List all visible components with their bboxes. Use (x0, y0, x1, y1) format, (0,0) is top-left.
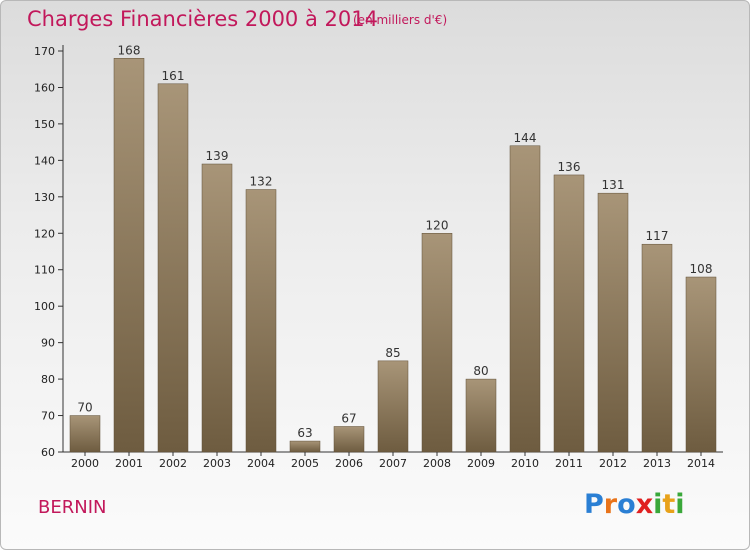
data-label: 161 (162, 69, 185, 83)
chart-unit: (en milliers d'€) (353, 13, 448, 27)
bar (69, 415, 101, 453)
x-tick-label: 2007 (379, 457, 407, 470)
y-tick-label: 140 (34, 154, 55, 167)
bar (465, 378, 497, 453)
place-name: BERNIN (38, 497, 107, 518)
y-tick-label: 160 (34, 81, 55, 94)
y-tick-label: 90 (41, 337, 55, 350)
x-tick-label: 2002 (159, 457, 187, 470)
bar (201, 163, 233, 453)
data-label: 144 (514, 131, 537, 145)
bar (597, 192, 629, 453)
bar (333, 426, 365, 453)
x-tick-label: 2012 (599, 457, 627, 470)
x-tick-label: 2004 (247, 457, 275, 470)
bar (113, 58, 145, 453)
y-tick-label: 110 (34, 264, 55, 277)
logo-letter: i (653, 489, 663, 520)
logo-letter: r (603, 489, 618, 520)
data-label: 139 (206, 149, 229, 163)
y-tick-label: 100 (34, 300, 55, 313)
x-tick-label: 2006 (335, 457, 363, 470)
data-label: 132 (250, 175, 273, 189)
y-tick-label: 170 (34, 45, 55, 58)
x-tick-label: 2003 (203, 457, 231, 470)
y-tick-label: 150 (34, 118, 55, 131)
x-tick-label: 2013 (643, 457, 671, 470)
data-label: 168 (118, 43, 141, 57)
data-label: 117 (646, 229, 669, 243)
x-tick-label: 2009 (467, 457, 495, 470)
data-label: 120 (426, 218, 449, 232)
logo-letter: t (662, 489, 676, 520)
x-tick-label: 2011 (555, 457, 583, 470)
x-tick-label: 2010 (511, 457, 539, 470)
logo-letter: i (675, 489, 685, 520)
y-tick-label: 120 (34, 227, 55, 240)
bar (157, 83, 189, 453)
y-tick-label: 80 (41, 373, 55, 386)
bar (553, 174, 585, 453)
data-label: 85 (385, 346, 400, 360)
data-label: 136 (558, 160, 581, 174)
x-tick-label: 2000 (71, 457, 99, 470)
proxiti-logo[interactable]: Proxiti (584, 489, 685, 520)
y-tick-label: 60 (41, 446, 55, 459)
data-label: 67 (341, 411, 356, 425)
bar (509, 145, 541, 453)
data-label: 80 (473, 364, 488, 378)
data-label: 131 (602, 178, 625, 192)
bar (421, 233, 453, 453)
logo-letter: x (635, 489, 654, 520)
x-tick-label: 2005 (291, 457, 319, 470)
logo-letter: P (584, 489, 604, 520)
bar (685, 276, 717, 453)
bar (245, 189, 277, 453)
x-tick-label: 2014 (687, 457, 715, 470)
chart-title: Charges Financières 2000 à 2014 (27, 7, 378, 31)
bar (289, 440, 321, 453)
data-label: 63 (297, 426, 312, 440)
logo-letter: o (617, 489, 636, 520)
y-tick-label: 70 (41, 410, 55, 423)
data-label: 108 (690, 262, 713, 276)
bar (377, 360, 409, 453)
x-tick-label: 2001 (115, 457, 143, 470)
bar (641, 243, 673, 453)
y-tick-label: 130 (34, 191, 55, 204)
x-tick-label: 2008 (423, 457, 451, 470)
data-label: 70 (77, 401, 92, 415)
